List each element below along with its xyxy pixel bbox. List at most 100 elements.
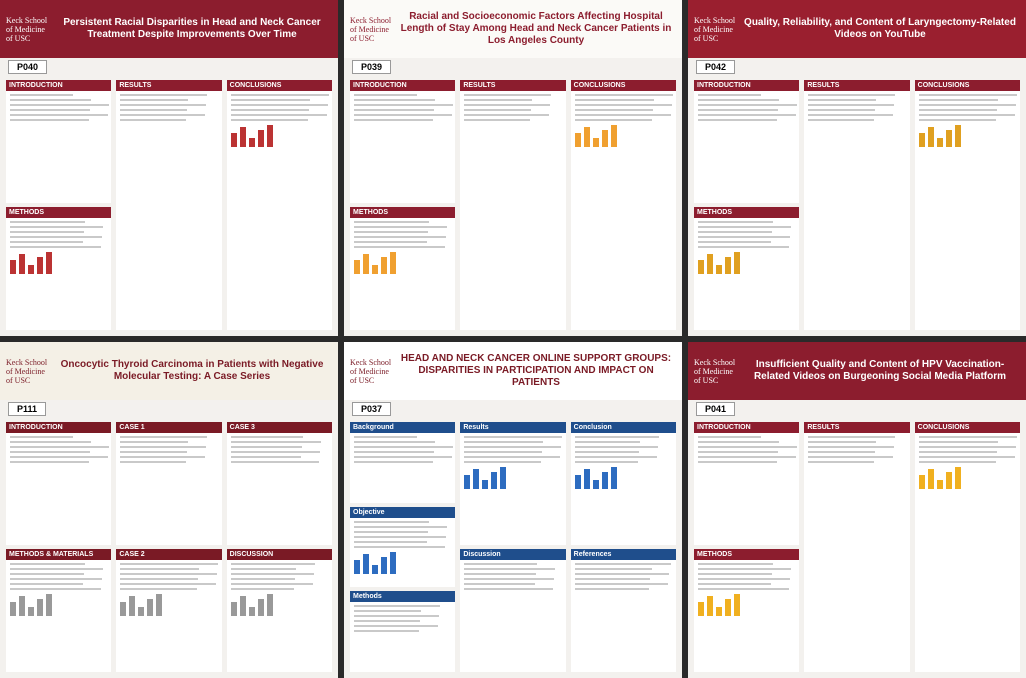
text-line	[120, 436, 207, 438]
text-line	[698, 461, 777, 463]
figure	[10, 252, 107, 276]
text-line	[698, 94, 762, 96]
section: CONCLUSIONS	[570, 80, 676, 330]
figure-bar	[37, 257, 43, 274]
figure	[698, 252, 795, 276]
figure-bar	[257, 130, 264, 147]
text-line	[464, 446, 562, 448]
column: INTRODUCTION METHODS	[350, 80, 456, 330]
column: CONCLUSIONS	[914, 422, 1020, 672]
text-line	[120, 104, 206, 106]
figure-bar	[945, 472, 952, 489]
text-line	[230, 436, 304, 438]
poster-number: P042	[696, 60, 736, 74]
text-line	[230, 114, 327, 116]
text-line	[698, 583, 771, 585]
text-line	[230, 104, 328, 106]
text-line	[464, 588, 553, 590]
text-line	[918, 436, 1017, 438]
text-line	[230, 441, 322, 443]
text-line	[230, 109, 309, 111]
text-line	[354, 525, 447, 528]
text-line	[10, 221, 85, 223]
text-line	[230, 578, 295, 580]
text-line	[574, 114, 671, 116]
figure-bar	[363, 254, 369, 274]
text-line	[354, 109, 435, 111]
text-line	[808, 446, 894, 448]
text-line	[574, 94, 673, 96]
text-line	[574, 568, 652, 570]
text-line	[464, 451, 543, 453]
text-line	[464, 461, 542, 463]
text-line	[698, 119, 777, 121]
text-line	[808, 94, 895, 96]
section: CONCLUSIONS	[226, 80, 332, 330]
section-heading: CONCLUSIONS	[914, 80, 1020, 91]
section: METHODS	[694, 207, 800, 330]
text-line	[354, 236, 446, 238]
column: CONCLUSIONS	[570, 80, 676, 330]
text-line	[230, 588, 294, 590]
text-line	[354, 620, 421, 623]
text-line	[918, 94, 1017, 96]
text-line	[230, 446, 303, 448]
text-line	[464, 99, 532, 101]
text-line	[808, 109, 875, 111]
text-line	[354, 441, 436, 443]
figure	[698, 594, 795, 618]
text-line	[230, 119, 308, 121]
figure-bar	[698, 260, 704, 274]
figure-bar	[138, 607, 145, 616]
text-line	[10, 588, 101, 590]
section-heading: INTRODUCTION	[6, 422, 112, 433]
figure-bar	[725, 599, 731, 616]
text-line	[808, 461, 874, 463]
section-heading: Conclusion	[570, 422, 676, 433]
figure-bar	[257, 599, 264, 616]
text-line	[808, 456, 893, 458]
poster-body: INTRODUCTION METHODS & MATERIALS CASE 1 CAS…	[6, 422, 332, 672]
text-line	[918, 119, 996, 121]
text-line	[808, 451, 875, 453]
figure-bar	[610, 125, 617, 147]
section: Results	[460, 422, 566, 545]
text-line	[698, 578, 790, 580]
text-line	[230, 573, 314, 575]
section-heading: DISCUSSION	[226, 549, 332, 560]
poster: Keck School of Medicine of USC Oncocytic …	[0, 342, 338, 678]
figure-bar	[918, 133, 925, 147]
section-heading: METHODS	[350, 207, 456, 218]
text-line	[808, 119, 874, 121]
poster-title: Quality, Reliability, and Content of Lar…	[744, 17, 1016, 40]
figure-bar	[954, 125, 961, 147]
figure-bar	[266, 594, 273, 616]
figure-bar	[248, 607, 255, 616]
poster: Keck School of Medicine of USC Persistent…	[0, 0, 338, 336]
section: METHODS	[6, 207, 112, 330]
text-line	[10, 578, 102, 580]
section: CASE 2	[116, 549, 222, 672]
section-heading: CONCLUSIONS	[570, 80, 676, 91]
column: CONCLUSIONS	[914, 80, 1020, 330]
column: CASE 3 DISCUSSION	[226, 422, 332, 672]
figure	[918, 125, 1016, 149]
text-line	[464, 119, 530, 121]
text-line	[354, 451, 435, 453]
text-line	[120, 461, 186, 463]
section-heading: Results	[460, 422, 566, 433]
text-line	[230, 99, 310, 101]
figure-bar	[239, 596, 246, 616]
section: METHODS	[350, 207, 456, 330]
figure-bar	[592, 138, 599, 147]
section-heading: METHODS	[694, 207, 800, 218]
section-heading: RESULTS	[804, 422, 910, 433]
text-line	[464, 563, 537, 565]
section: CASE 1	[116, 422, 222, 545]
section: RESULTS	[804, 80, 910, 330]
text-line	[10, 94, 74, 96]
section-heading: CASE 3	[226, 422, 332, 433]
text-line	[574, 583, 669, 585]
text-line	[698, 441, 780, 443]
school-name: Keck School of Medicine of USC	[6, 357, 48, 385]
